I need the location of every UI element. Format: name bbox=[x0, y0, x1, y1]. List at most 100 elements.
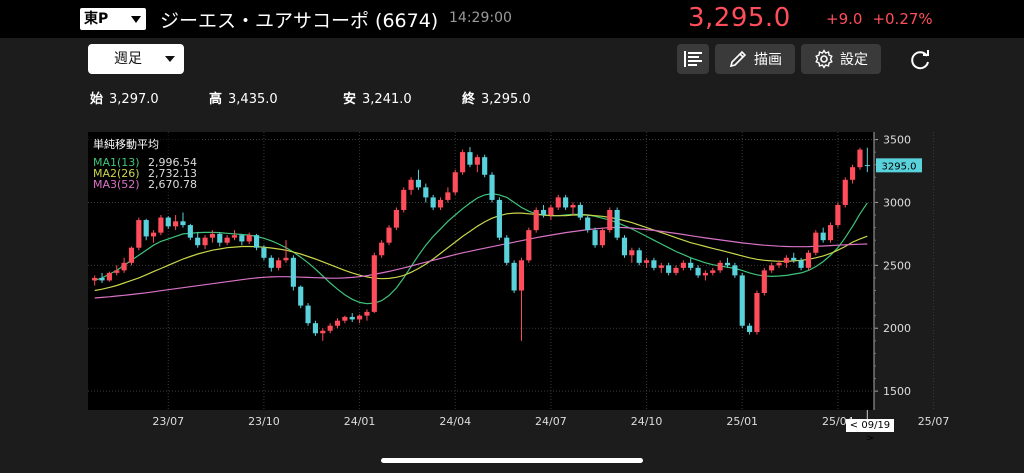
x-tick-label: 23/07 bbox=[152, 415, 184, 428]
candle-body bbox=[857, 149, 863, 168]
ma3-value: 2,670.78 bbox=[148, 178, 197, 191]
close-label: 終 bbox=[462, 92, 476, 107]
candle-body bbox=[268, 257, 274, 268]
ohlc-low: 安 3,241.0 bbox=[343, 88, 412, 107]
low-value: 3,241.0 bbox=[362, 92, 412, 107]
candle-body bbox=[805, 252, 812, 268]
candle-body bbox=[283, 257, 289, 261]
indicator-list-button[interactable] bbox=[677, 44, 709, 74]
change-percent: +0.27% bbox=[872, 10, 933, 28]
candle-body bbox=[224, 237, 230, 243]
candle-body bbox=[563, 197, 569, 208]
candle-body bbox=[445, 192, 451, 200]
candle-body bbox=[864, 165, 870, 167]
candle-body bbox=[769, 265, 775, 271]
candle-body bbox=[754, 293, 760, 333]
x-tick-label: 23/10 bbox=[248, 415, 280, 428]
y-tick-label: 3500 bbox=[883, 134, 911, 147]
close-value: 3,295.0 bbox=[481, 92, 531, 107]
candle-body bbox=[636, 250, 642, 263]
period-select[interactable]: 週足 bbox=[88, 44, 184, 74]
date-cursor-tag[interactable]: < 09/19 > bbox=[846, 419, 894, 444]
price-change: +9.0 +0.27% bbox=[826, 10, 943, 28]
candle-body bbox=[474, 157, 480, 165]
candle-body bbox=[482, 157, 488, 175]
candle-body bbox=[136, 220, 142, 248]
plot-background bbox=[88, 132, 874, 410]
candle-body bbox=[643, 260, 650, 263]
candle-body bbox=[121, 262, 127, 271]
legend-title: 単純移動平均 bbox=[93, 138, 159, 151]
y-tick-label: 1500 bbox=[883, 385, 911, 398]
candle-body bbox=[467, 152, 473, 165]
ma-legend: 単純移動平均 MA1(13) 2,996.54 MA2(26) 2,732.13… bbox=[88, 134, 202, 194]
candle-body bbox=[798, 260, 804, 268]
candle-body bbox=[209, 233, 215, 238]
candle-body bbox=[452, 172, 458, 193]
candle-body bbox=[732, 265, 738, 276]
candle-body bbox=[592, 230, 598, 246]
list-icon bbox=[684, 51, 702, 67]
candle-body bbox=[187, 225, 193, 238]
settings-button[interactable]: 設定 bbox=[801, 44, 881, 74]
x-tick-label: 25/01 bbox=[726, 415, 758, 428]
candle-body bbox=[680, 262, 686, 268]
candle-body bbox=[276, 260, 282, 268]
ohlc-close: 終 3,295.0 bbox=[462, 88, 531, 107]
candle-body bbox=[261, 247, 267, 258]
ohlc-high: 高 3,435.0 bbox=[209, 88, 278, 107]
legend-row-ma3: MA3(52) 2,670.78 bbox=[93, 179, 197, 190]
candle-body bbox=[666, 265, 672, 273]
candle-body bbox=[371, 255, 377, 312]
candle-body bbox=[312, 323, 319, 334]
candle-body bbox=[327, 325, 333, 331]
draw-button[interactable]: 描画 bbox=[715, 44, 795, 74]
current-price-tag-bg bbox=[876, 158, 922, 173]
refresh-icon bbox=[911, 50, 929, 70]
quote-time: 14:29:00 bbox=[449, 10, 512, 26]
candle-body bbox=[673, 267, 679, 273]
high-value: 3,435.0 bbox=[228, 92, 278, 107]
reload-button[interactable] bbox=[908, 47, 934, 73]
candle-body bbox=[842, 179, 848, 205]
candle-body bbox=[791, 257, 797, 261]
candle-body bbox=[511, 262, 517, 291]
candle-body bbox=[489, 174, 495, 200]
candle-body bbox=[202, 237, 208, 246]
ma2-value: 2,732.13 bbox=[148, 167, 197, 180]
home-indicator[interactable] bbox=[381, 458, 643, 463]
candle-body bbox=[739, 275, 745, 326]
market-select[interactable]: 東P bbox=[80, 8, 146, 30]
candle-body bbox=[342, 316, 348, 321]
low-label: 安 bbox=[343, 92, 357, 107]
candle-body bbox=[401, 189, 407, 210]
candle-body bbox=[290, 257, 296, 287]
chevron-down-icon bbox=[165, 56, 175, 62]
candle-body bbox=[253, 235, 260, 248]
candle-body bbox=[776, 262, 782, 266]
candle-body bbox=[827, 225, 834, 241]
ma1-value: 2,996.54 bbox=[148, 156, 197, 169]
candle-body bbox=[231, 235, 238, 238]
current-price: 3,295.0 bbox=[688, 3, 791, 33]
candle-body bbox=[651, 260, 657, 268]
candle-body bbox=[585, 217, 591, 231]
candle-body bbox=[747, 325, 753, 333]
candle-body bbox=[533, 209, 539, 231]
candle-body bbox=[548, 207, 554, 216]
x-tick-label: 25/04 bbox=[822, 415, 854, 428]
candle-body bbox=[526, 230, 532, 261]
high-label: 高 bbox=[209, 92, 223, 107]
candle-body bbox=[415, 179, 422, 188]
candle-body bbox=[518, 260, 525, 291]
candle-body bbox=[570, 204, 576, 208]
candle-body bbox=[607, 209, 613, 231]
candle-body bbox=[393, 209, 399, 228]
settings-label: 設定 bbox=[840, 52, 868, 68]
candle-body bbox=[180, 221, 186, 226]
candle-body bbox=[496, 199, 502, 238]
candle-body bbox=[850, 167, 856, 180]
gear-icon bbox=[815, 49, 833, 69]
y-tick-label: 3000 bbox=[883, 196, 911, 209]
